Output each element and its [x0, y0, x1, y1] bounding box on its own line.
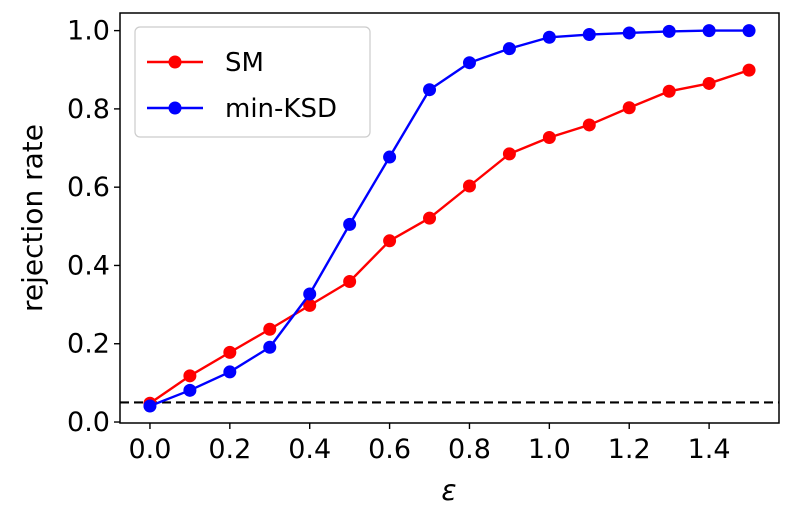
data-point-min-ksd-9: [502, 42, 516, 56]
data-point-sm-13: [662, 84, 676, 98]
y-tick-label-3: 0.6: [67, 172, 110, 203]
data-point-min-ksd-14: [702, 24, 716, 38]
plot-area: [120, 24, 779, 413]
x-tick-label-6: 1.2: [608, 434, 651, 465]
data-point-min-ksd-4: [303, 287, 317, 301]
y-tick-label-4: 0.8: [67, 94, 110, 125]
x-tick-label-4: 0.8: [448, 434, 491, 465]
y-tick-label-5: 1.0: [67, 16, 110, 47]
x-tick-label-5: 1.0: [528, 434, 571, 465]
axis-ticks: 0.0 0.2 0.4 0.6 0.8 1.0 1.2 1.4 0.0 0.2 0.4 0.6 0.8 1…: [67, 16, 731, 465]
legend-label-min-ksd: min-KSD: [225, 94, 337, 124]
data-point-min-ksd-1: [183, 383, 197, 397]
y-tick-label-2: 0.4: [67, 250, 110, 281]
data-point-min-ksd-11: [582, 28, 596, 42]
data-point-min-ksd-5: [343, 217, 357, 231]
data-point-sm-11: [582, 118, 596, 132]
data-point-sm-12: [622, 101, 636, 115]
x-tick-label-3: 0.6: [368, 434, 411, 465]
legend-marker-min-ksd: [168, 101, 182, 115]
x-tick-label-1: 0.2: [208, 434, 251, 465]
data-point-sm-8: [462, 179, 476, 193]
y-tick-label-1: 0.2: [67, 329, 110, 360]
data-point-sm-14: [702, 76, 716, 90]
data-point-sm-7: [423, 211, 437, 225]
data-point-min-ksd-8: [462, 56, 476, 70]
y-axis-label: rejection rate: [16, 124, 49, 312]
data-point-sm-5: [343, 275, 357, 289]
data-point-min-ksd-0: [143, 399, 157, 413]
x-tick-label-0: 0.0: [128, 434, 171, 465]
y-tick-label-0: 0.0: [67, 407, 110, 438]
data-point-sm-2: [223, 345, 237, 359]
axes-frame: [119, 12, 780, 424]
data-point-sm-15: [742, 63, 756, 77]
legend-label-sm: SM: [225, 48, 264, 78]
data-point-sm-3: [263, 322, 277, 336]
data-point-sm-6: [383, 234, 397, 248]
data-point-sm-9: [502, 147, 516, 161]
series-line-sm: [149, 69, 750, 405]
data-point-min-ksd-15: [742, 24, 756, 38]
data-point-min-ksd-12: [622, 26, 636, 40]
legend: SM min-KSD: [134, 26, 371, 138]
legend-marker-sm: [168, 55, 182, 69]
data-point-sm-1: [183, 369, 197, 383]
data-point-min-ksd-7: [423, 83, 437, 97]
x-tick-label-2: 0.4: [288, 434, 331, 465]
data-point-sm-4: [303, 298, 317, 312]
data-point-min-ksd-2: [223, 365, 237, 379]
data-point-min-ksd-10: [542, 30, 556, 44]
data-point-sm-10: [542, 130, 556, 144]
data-point-min-ksd-6: [383, 150, 397, 164]
series-line-min-ksd: [149, 29, 750, 408]
legend-box: [134, 26, 371, 138]
data-point-min-ksd-13: [662, 24, 676, 38]
x-tick-label-7: 1.4: [688, 434, 731, 465]
x-axis-label: ε: [441, 474, 456, 507]
data-point-min-ksd-3: [263, 340, 277, 354]
